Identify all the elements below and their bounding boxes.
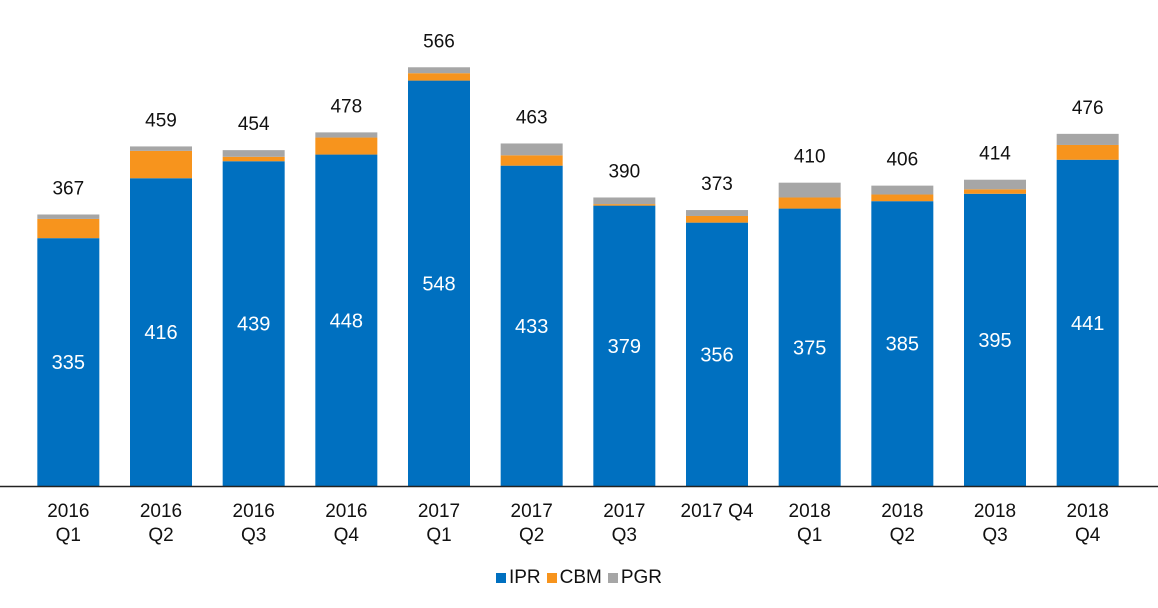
legend-swatch-ipr (496, 573, 506, 583)
x-tick-label: 2018 (881, 501, 923, 522)
legend-label-pgr: PGR (621, 567, 662, 589)
legend-label-cbm: CBM (560, 567, 602, 589)
bar-pgr (501, 143, 563, 155)
x-tick-label: 2018 (789, 501, 831, 522)
x-tick-label: 2017 (418, 501, 460, 522)
bar-cbm (871, 195, 933, 202)
x-tick-label: 2016 (325, 501, 367, 522)
x-tick-label: Q2 (519, 525, 544, 546)
total-label: 478 (330, 96, 362, 117)
x-tick-label: Q1 (56, 525, 81, 546)
bar-cbm (501, 155, 563, 165)
legend-item-ipr: IPR (496, 567, 541, 589)
bar-pgr (1057, 134, 1119, 145)
total-label: 454 (238, 114, 270, 135)
bar-cbm (408, 73, 470, 80)
x-tick-label: 2018 (974, 501, 1016, 522)
total-label: 410 (794, 147, 826, 168)
bar-cbm (964, 189, 1026, 193)
legend-swatch-pgr (608, 573, 618, 583)
x-tick-label: Q1 (797, 525, 822, 546)
x-tick-label: Q1 (426, 525, 451, 546)
data-label-ipr: 379 (608, 336, 641, 358)
total-label: 459 (145, 110, 177, 131)
bar-cbm (37, 219, 99, 238)
total-label: 390 (608, 161, 640, 182)
bar-cbm (779, 197, 841, 208)
x-tick-label: 2016 (140, 501, 182, 522)
x-tick-label: 2017 Q4 (681, 501, 754, 522)
legend-label-ipr: IPR (509, 567, 541, 589)
x-tick-label: 2017 (511, 501, 553, 522)
bar-pgr (37, 214, 99, 218)
bar-pgr (593, 197, 655, 204)
x-tick-label: Q2 (890, 525, 915, 546)
x-tick-label: Q3 (612, 525, 637, 546)
x-tick-label: Q3 (241, 525, 266, 546)
total-label: 463 (516, 107, 548, 128)
x-tick-label: 2016 (233, 501, 275, 522)
legend-item-cbm: CBM (547, 567, 602, 589)
bar-pgr (686, 210, 748, 216)
data-label-ipr: 548 (422, 273, 455, 295)
total-label: 476 (1072, 98, 1104, 119)
bar-cbm (223, 157, 285, 161)
legend-item-pgr: PGR (608, 567, 662, 589)
total-label: 414 (979, 144, 1011, 165)
data-label-ipr: 375 (793, 337, 826, 359)
x-tick-label: Q4 (334, 525, 360, 546)
bar-cbm (130, 151, 192, 178)
data-label-ipr: 395 (978, 330, 1011, 352)
x-tick-label: 2016 (47, 501, 89, 522)
bar-pgr (779, 183, 841, 198)
bar-pgr (223, 150, 285, 157)
bar-pgr (408, 67, 470, 73)
bar-pgr (964, 180, 1026, 190)
total-label: 373 (701, 174, 733, 195)
bar-pgr (130, 146, 192, 150)
x-tick-label: Q3 (982, 525, 1007, 546)
x-tick-label: 2017 (603, 501, 645, 522)
x-tick-label: 2018 (1067, 501, 1109, 522)
total-label: 406 (886, 150, 918, 171)
legend: IPR CBM PGR (0, 564, 1158, 592)
data-label-ipr: 433 (515, 316, 548, 338)
x-tick-label: Q2 (148, 525, 173, 546)
bar-cbm (686, 216, 748, 223)
bar-cbm (593, 204, 655, 205)
legend-swatch-cbm (547, 573, 557, 583)
data-label-ipr: 448 (330, 310, 363, 332)
bar-pgr (871, 186, 933, 195)
data-label-ipr: 416 (144, 322, 177, 344)
data-label-ipr: 335 (52, 352, 85, 374)
data-label-ipr: 385 (886, 334, 919, 356)
data-label-ipr: 441 (1071, 313, 1104, 335)
bar-pgr (315, 132, 377, 137)
total-label: 566 (423, 31, 455, 52)
data-label-ipr: 356 (700, 344, 733, 366)
bar-cbm (315, 138, 377, 155)
total-label: 367 (52, 178, 84, 199)
bar-cbm (1057, 145, 1119, 160)
x-tick-label: Q4 (1075, 525, 1101, 546)
data-label-ipr: 439 (237, 314, 270, 336)
